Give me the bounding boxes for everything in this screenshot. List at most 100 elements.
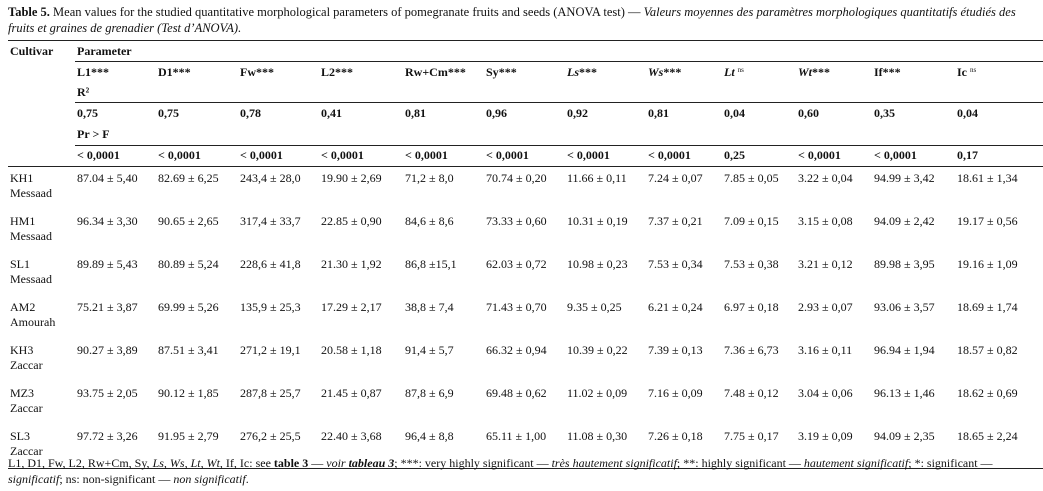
caption-en: Mean values for the studied quantitative… — [53, 5, 641, 19]
footnote-text: ; *: significant — — [908, 456, 993, 470]
value-cell: 11.08 ± 0,30 — [565, 424, 646, 469]
cultivar-cell: SL3 Zaccar — [8, 424, 75, 469]
parameter-significance: *** — [663, 64, 682, 79]
cultivar-cell: MZ3 Zaccar — [8, 382, 75, 425]
footnote-text: significatif — [8, 472, 60, 486]
r2-value: 0,75 — [77, 106, 98, 121]
value-cell: 94.09 ± 2,42 — [874, 213, 935, 228]
empty-cell — [8, 103, 75, 125]
empty-cell — [8, 62, 75, 83]
value-cell: 84,6 ± 8,6 — [405, 213, 454, 228]
r2-value: 0,41 — [321, 106, 342, 121]
cultivar-site: Messaad — [10, 228, 52, 243]
footnote-text: — — [308, 456, 327, 470]
cultivar-cell: HM1 Messaad — [8, 210, 75, 253]
parameter-cell: L2*** — [319, 62, 403, 83]
value-cell: 287,8 ± 25,7 — [240, 385, 301, 400]
value-cell: 19.90 ± 2,69 — [321, 170, 382, 185]
value-cell: 228,6 ± 41,8 — [240, 256, 301, 271]
value-cell: 87.04 ± 5,40 — [77, 170, 138, 185]
value-cell: 7.75 ± 0,17 — [722, 424, 796, 469]
value-cell: 10.98 ± 0,23 — [567, 256, 628, 271]
parameter-cell: Fw*** — [238, 62, 319, 83]
value-cell: 22.40 ± 3,68 — [319, 424, 403, 469]
value-cell: 89.89 ± 5,43 — [77, 256, 138, 271]
value-cell: 21.45 ± 0,87 — [321, 385, 382, 400]
value-cell: 19.16 ± 1,09 — [957, 256, 1018, 271]
p-value: 0,25 — [722, 145, 796, 167]
parameter-significance: *** — [579, 64, 597, 79]
parameter-significance: *** — [498, 64, 517, 79]
value-cell: 276,2 ± 25,5 — [238, 424, 319, 469]
p-value: < 0,0001 — [484, 145, 565, 167]
value-cell: 69.48 ± 0,62 — [486, 385, 547, 400]
value-cell: 10.31 ± 0,19 — [567, 213, 628, 228]
r2-value: 0,96 — [486, 106, 507, 121]
cultivar-name: MZ3 — [10, 385, 34, 400]
value-cell: 96.13 ± 1,46 — [874, 385, 935, 400]
p-value: < 0,0001 — [565, 145, 646, 167]
parameter-significance: *** — [882, 64, 901, 79]
p-row: < 0,0001 < 0,0001 < 0,0001 < 0,0001 < 0,0001… — [8, 145, 1043, 167]
cultivar-name: SL3 — [10, 428, 31, 443]
value-cell: 73.33 ± 0,60 — [486, 213, 547, 228]
cultivar-site: Zaccar — [10, 400, 43, 415]
r2-row: 0,75 0,75 0,78 0,41 0,81 0,96 0,92 0,81 0,04 0,60… — [8, 103, 1043, 125]
value-cell: 93.75 ± 2,05 — [77, 385, 138, 400]
parameter-name: L1 — [77, 64, 92, 79]
value-cell: 91,4 ± 5,7 — [405, 342, 454, 357]
p-label-row: Pr > F — [8, 124, 1043, 146]
value-cell: 18.61 ± 1,34 — [957, 170, 1018, 185]
value-cell: 96.34 ± 3,30 — [77, 213, 138, 228]
value-cell: 91.95 ± 2,79 — [156, 424, 238, 469]
r2-value: 0,78 — [240, 106, 261, 121]
value-cell: 90.65 ± 2,65 — [158, 213, 219, 228]
value-cell: 3.22 ± 0,04 — [798, 170, 853, 185]
parameter-name: Ic — [957, 64, 967, 79]
footnote-text: ; **: highly significant — — [676, 456, 804, 470]
footnote-text: très hautement significatif — [551, 456, 677, 470]
value-cell: 11.66 ± 0,11 — [567, 170, 627, 185]
value-cell: 94.09 ± 2,35 — [872, 424, 955, 469]
r2-value: 0,04 — [957, 106, 978, 121]
value-cell: 21.30 ± 1,92 — [321, 256, 382, 271]
parameter-significance: *** — [812, 64, 831, 79]
footnote-text: voir — [326, 456, 349, 470]
parameter-cell: L1*** — [75, 62, 156, 83]
value-cell: 62.03 ± 0,72 — [486, 256, 547, 271]
value-cell: 82.69 ± 6,25 — [158, 170, 219, 185]
parameter-cell: Ic ns — [955, 62, 1043, 83]
value-cell: 18.65 ± 2,24 — [955, 424, 1043, 469]
p-value: < 0,0001 — [403, 145, 484, 167]
parameter-cell: D1*** — [156, 62, 238, 83]
data-row: HM1 Messaad 96.34 ± 3,30 90.65 ± 2,65 317,4 … — [8, 210, 1043, 253]
value-cell: 7.53 ± 0,34 — [648, 256, 703, 271]
value-cell: 135,9 ± 25,3 — [240, 299, 301, 314]
value-cell: 7.37 ± 0,21 — [648, 213, 703, 228]
value-cell: 3.15 ± 0,08 — [798, 213, 853, 228]
parameter-cell: Ls*** — [565, 62, 646, 83]
r2-value: 0,81 — [648, 106, 669, 121]
value-cell: 96,4 ± 8,8 — [403, 424, 484, 469]
parameter-name: Sy — [486, 64, 499, 79]
r2-label-row: R² — [8, 82, 1043, 103]
parameter-cell: Ws*** — [646, 62, 722, 83]
empty-cell — [8, 145, 75, 167]
parameter-significance: *** — [172, 64, 191, 79]
footnote: L1, D1, Fw, L2, Rw+Cm, Sy, Ls, Ws, Lt, W… — [8, 455, 1033, 487]
value-cell: 66.32 ± 0,94 — [486, 342, 547, 357]
value-cell: 11.02 ± 0,09 — [567, 385, 628, 400]
value-cell: 65.11 ± 1,00 — [484, 424, 565, 469]
p-value: < 0,0001 — [646, 145, 722, 167]
cultivar-name: AM2 — [10, 299, 36, 314]
p-value: < 0,0001 — [156, 145, 238, 167]
empty-cell — [8, 82, 75, 103]
parameter-header: Parameter — [75, 40, 1043, 62]
caption: Table 5. Mean values for the studied qua… — [8, 4, 1033, 36]
parameter-name: D1 — [158, 64, 173, 79]
value-cell: 18.62 ± 0,69 — [957, 385, 1018, 400]
parameter-name: Ls — [567, 64, 579, 79]
caption-fr: Valeurs moyennes des paramètres morpholo… — [8, 5, 1016, 35]
cultivar-site: Zaccar — [10, 443, 43, 458]
